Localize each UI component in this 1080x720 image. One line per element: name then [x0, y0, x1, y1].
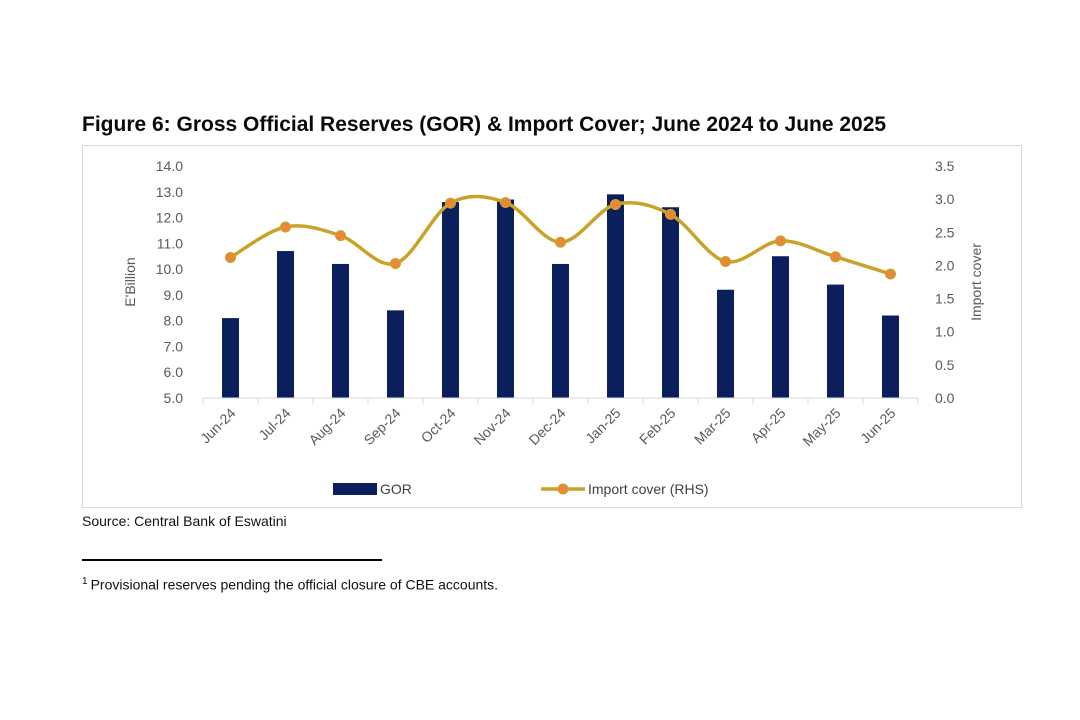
- y2-tick-label: 0.5: [935, 357, 955, 373]
- x-tick-label: Jul-24: [255, 405, 293, 443]
- y2-tick-label: 3.0: [935, 191, 955, 207]
- import-cover-point-jan-25: [610, 198, 621, 210]
- combo-chart: Jun-24 Jul-24 Aug-24 Sep-24 Oct-24 Nov-24 Dec-…: [122, 158, 984, 497]
- y-tick-label: 6.0: [164, 364, 184, 380]
- x-tick-label: Aug-24: [305, 405, 348, 448]
- footnote-text: Provisional reserves pending the officia…: [90, 576, 499, 593]
- import-cover-point-jun-24: [225, 251, 236, 263]
- bar-gor-jun-25: [882, 315, 899, 398]
- bar-gor-jul-24: [277, 251, 294, 398]
- import-cover-layer: [225, 194, 896, 280]
- import-cover-point-dec-24: [555, 236, 566, 248]
- footnote: 1 Provisional reserves pending the offici…: [82, 576, 498, 593]
- y2-axis-title: Import cover: [968, 243, 984, 321]
- import-cover-point-oct-24: [445, 197, 456, 209]
- x-tick-label: Mar-25: [691, 405, 734, 448]
- legend-label-import-cover: Import cover (RHS): [588, 481, 709, 497]
- y2-tick-label: 0.0: [935, 390, 955, 406]
- import-cover-line: [229, 194, 892, 276]
- legend-swatch-gor: [333, 483, 377, 495]
- import-cover-point-sep-24: [390, 257, 401, 269]
- x-tick-label: Jun-25: [857, 405, 899, 447]
- legend-label-gor: GOR: [380, 481, 412, 497]
- x-tick-label: Dec-24: [525, 405, 568, 448]
- y2-tick-label: 1.5: [935, 291, 955, 307]
- bar-gor-feb-25: [662, 207, 679, 398]
- y-tick-label: 5.0: [164, 390, 184, 406]
- import-cover-point-jun-25: [885, 268, 896, 280]
- import-cover-point-aug-24: [335, 230, 346, 242]
- x-tick-label: Sep-24: [360, 405, 403, 448]
- footnote-marker: 1: [82, 576, 88, 587]
- bar-gor-may-25: [827, 284, 844, 398]
- y-tick-label: 14.0: [156, 158, 183, 174]
- legend: GOR Import cover (RHS): [333, 481, 709, 497]
- import-cover-point-mar-25: [720, 255, 731, 267]
- figure-title: Figure 6: Gross Official Reserves (GOR) …: [82, 113, 887, 136]
- legend-marker-import-cover: [557, 483, 569, 495]
- y-tick-label: 13.0: [156, 184, 183, 200]
- footnote-rule: [82, 559, 382, 561]
- x-tick-label: Apr-25: [748, 405, 789, 446]
- import-cover-point-may-25: [830, 251, 841, 263]
- bar-gor-apr-25: [772, 256, 789, 398]
- y2-tick-label: 1.0: [935, 324, 955, 340]
- y-axis-title: E'Billion: [122, 257, 138, 306]
- bar-gor-jan-25: [607, 194, 624, 398]
- bar-gor-jun-24: [222, 318, 239, 398]
- bar-gor-mar-25: [717, 289, 734, 398]
- y-tick-label: 10.0: [156, 261, 183, 277]
- bar-gor-oct-24: [442, 202, 459, 398]
- y2-tick-label: 3.5: [935, 158, 955, 174]
- import-cover-point-feb-25: [665, 208, 676, 220]
- x-tick-label: May-25: [799, 405, 843, 449]
- y-tick-label: 11.0: [157, 235, 183, 251]
- x-tick-label: Jun-24: [197, 405, 239, 447]
- bar-gor-nov-24: [497, 199, 514, 398]
- x-tick-label: Feb-25: [636, 405, 679, 448]
- y-tick-label: 12.0: [156, 210, 183, 226]
- bar-gor-aug-24: [332, 263, 349, 398]
- x-tick-label: Jan-25: [582, 405, 624, 447]
- source-note: Source: Central Bank of Eswatini: [82, 513, 287, 529]
- chart-container: Jun-24 Jul-24 Aug-24 Sep-24 Oct-24 Nov-24 Dec-…: [82, 145, 1022, 508]
- y2-tick-label: 2.0: [935, 257, 955, 273]
- import-cover-point-apr-25: [775, 235, 786, 247]
- y-tick-label: 8.0: [164, 313, 184, 329]
- y2-tick-label: 2.5: [935, 224, 955, 240]
- x-tick-label: Nov-24: [470, 405, 513, 448]
- bar-gor-dec-24: [552, 263, 569, 398]
- import-cover-point-nov-24: [500, 196, 511, 208]
- y-tick-label: 7.0: [164, 338, 184, 354]
- import-cover-point-jul-24: [280, 221, 291, 233]
- bars-layer: [222, 194, 899, 398]
- bar-gor-sep-24: [387, 310, 404, 398]
- x-tick-label: Oct-24: [418, 405, 459, 446]
- y-tick-label: 9.0: [164, 287, 184, 303]
